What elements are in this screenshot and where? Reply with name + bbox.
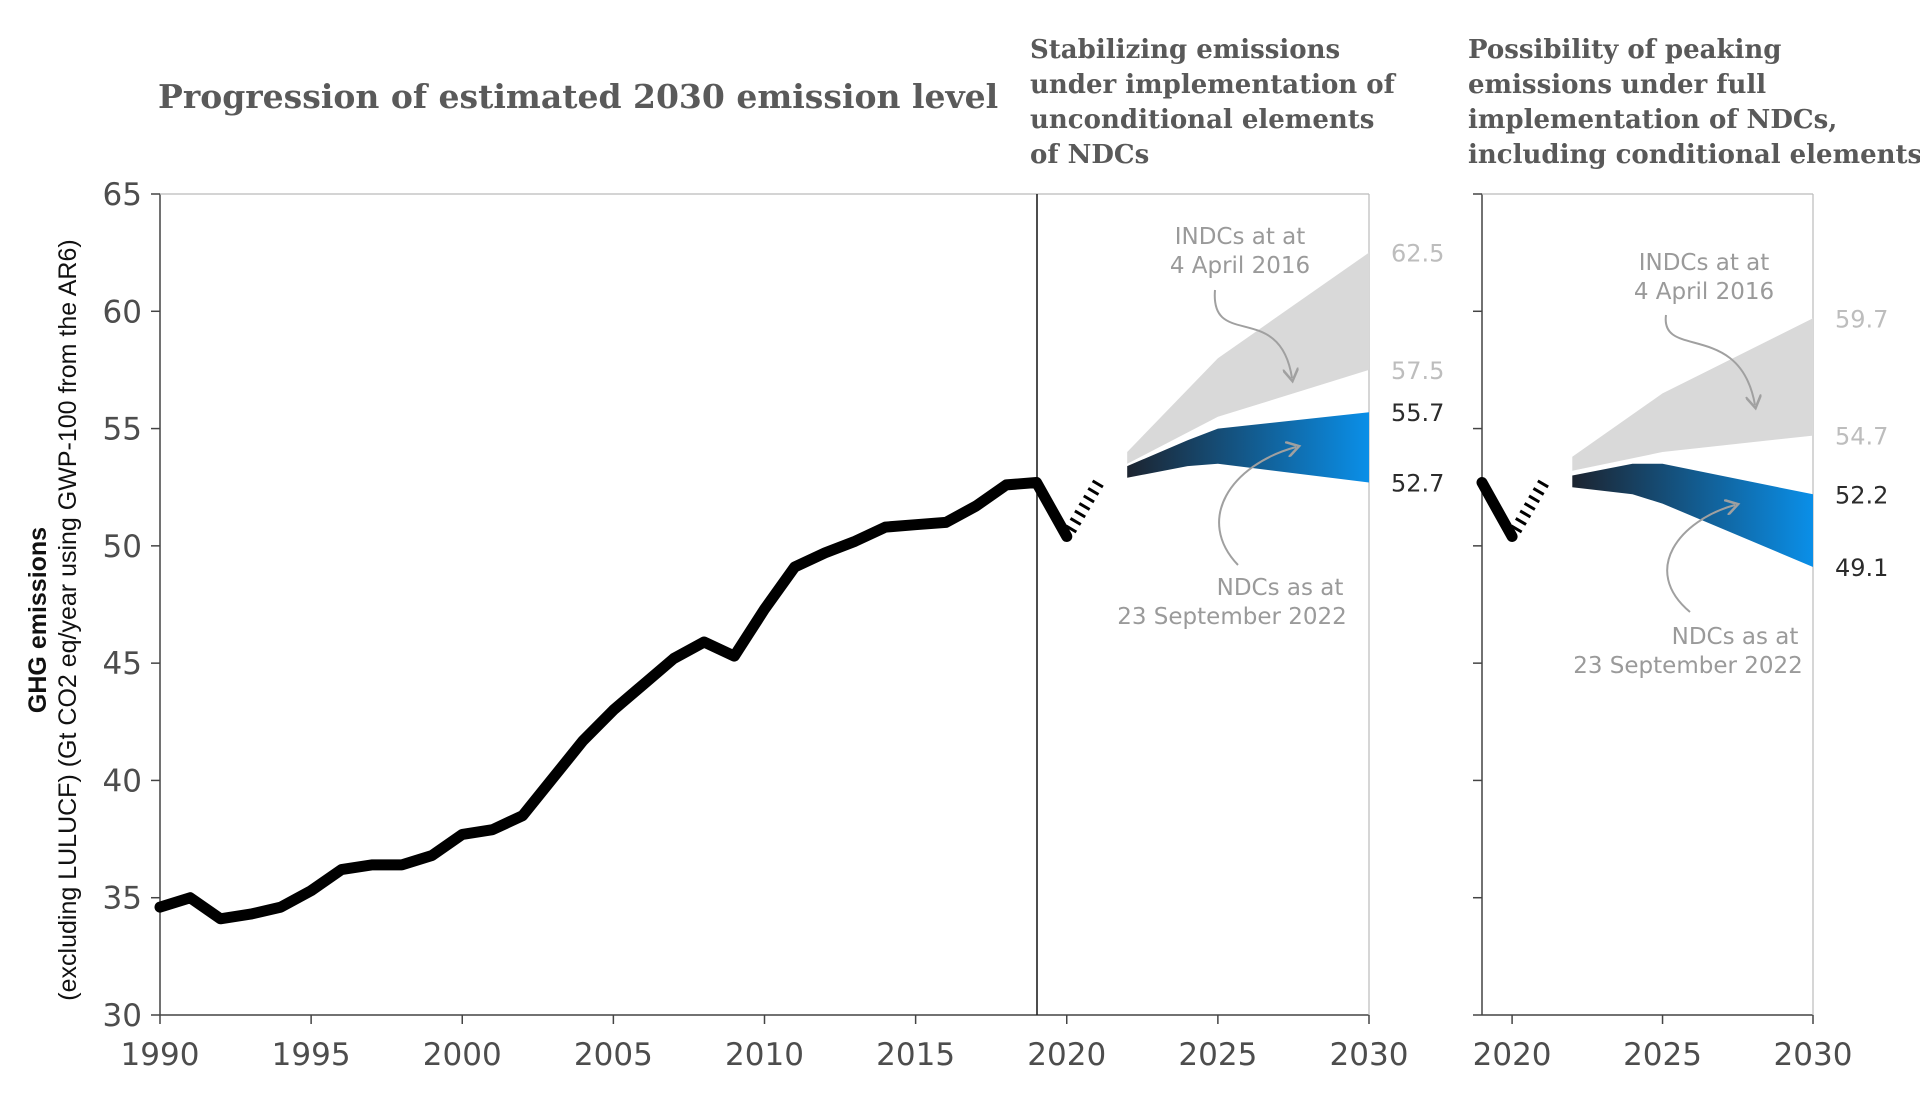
x-tick-label: 2005 [574, 1037, 653, 1073]
transition-hatch-mark [1523, 502, 1536, 511]
x-tick-label: 2030 [1774, 1037, 1853, 1073]
panel-1-history [154, 477, 1104, 925]
ndc-upper-value: 52.2 [1835, 481, 1888, 509]
panel-1-x-ticks: 1990 1995 2000 2005 2010 2015 2020 2025 2030 [121, 1015, 1409, 1073]
panel-title-line: implementation of NDCs, [1468, 105, 1837, 135]
x-tick-label: 1995 [272, 1037, 351, 1073]
ndc-annotation-line: NDCs as at [1672, 624, 1799, 650]
y-tick-label: 65 [103, 177, 142, 213]
y-tick-label: 30 [103, 998, 142, 1034]
indc-upper-value: 59.7 [1835, 305, 1888, 333]
y-tick-label: 45 [103, 646, 142, 682]
historical-emissions-line [154, 477, 1073, 925]
indc-lower-value: 57.5 [1391, 357, 1444, 385]
transition-hatch-mark [1514, 517, 1527, 526]
panel-2-y-ticks [1473, 193, 1814, 1016]
panel-2-title: Possibility of peaking emissions under fu… [1468, 35, 1920, 170]
indc-annotation-line: INDCs at at [1175, 224, 1306, 250]
panel-2-scenario-bands [1572, 318, 1813, 567]
panel-title-line: including conditional elements [1468, 140, 1920, 170]
ndc-lower-value: 49.1 [1835, 554, 1888, 582]
transition-hatch-mark [1091, 479, 1104, 489]
panel-1-title: Stabilizing emissions under implementatio… [1030, 35, 1397, 170]
y-axis-label: GHG emissions (excluding LULUCF) (Gt CO2… [24, 239, 82, 1000]
transition-hatch-mark [1528, 494, 1541, 504]
ndc-annotation-line: NDCs as at [1217, 575, 1344, 601]
transition-hatch-mark [1074, 509, 1086, 519]
transition-hatch-mark [1087, 487, 1100, 496]
indc-annotation-line: 4 April 2016 [1170, 253, 1310, 279]
transition-hatch-mark [1082, 494, 1095, 504]
indc-annotation: INDCs at at 4 April 2016 [1170, 224, 1310, 279]
indc-upper-value: 62.5 [1391, 240, 1444, 268]
x-tick-label: 2025 [1178, 1037, 1257, 1073]
y-tick-label: 40 [103, 763, 142, 799]
transition-hatch-mark [1510, 524, 1523, 534]
panel-2-end-labels: 59.7 54.7 52.2 49.1 [1835, 305, 1888, 582]
ndc-annotation-line: 23 September 2022 [1573, 653, 1803, 679]
panel-title-line: unconditional elements [1030, 105, 1374, 135]
ndc-2022-band [1572, 463, 1813, 567]
ndc-annotation: NDCs as at 23 September 2022 [1117, 575, 1347, 630]
x-tick-label: 2015 [876, 1037, 955, 1073]
indc-2016-band [1127, 252, 1369, 464]
indc-annotation-line: 4 April 2016 [1634, 279, 1774, 305]
panel-stabilizing: Stabilizing emissions under implementatio… [103, 35, 1445, 1073]
ndc-annotation-arrow [1218, 447, 1296, 566]
panel-1-scenario-bands [1127, 252, 1369, 483]
panel-title-line: of NDCs [1030, 140, 1149, 170]
ndc-2022-band [1127, 412, 1369, 483]
y-tick-label: 35 [103, 881, 142, 917]
chart-title: Progression of estimated 2030 emission l… [158, 77, 998, 116]
panel-title-line: Possibility of peaking [1468, 35, 1781, 65]
transition-hatch-mark [1519, 509, 1532, 519]
panel-1-end-labels: 62.5 57.5 55.7 52.7 [1391, 240, 1444, 498]
panel-title-line: Stabilizing emissions [1030, 35, 1340, 65]
historical-emissions-line [1476, 477, 1518, 542]
panel-2-x-ticks: 2020 2025 2030 [1473, 1015, 1853, 1073]
panel-2-annotations: INDCs at at 4 April 2016 NDCs as at 23 Sept… [1573, 250, 1803, 679]
transition-hatch-mark [1532, 487, 1545, 496]
ndc-upper-value: 55.7 [1391, 399, 1444, 427]
indc-annotation-line: INDCs at at [1639, 250, 1770, 276]
panel-title-line: under implementation of [1030, 70, 1397, 100]
x-tick-label: 2020 [1027, 1037, 1106, 1073]
transition-hatch-mark [1065, 524, 1078, 534]
transition-hatch-mark [1069, 517, 1082, 526]
indc-lower-value: 54.7 [1835, 423, 1888, 451]
x-tick-label: 2000 [423, 1037, 502, 1073]
panel-1-y-ticks: 30 35 40 45 50 55 60 65 [103, 177, 1370, 1034]
ndc-annotation: NDCs as at 23 September 2022 [1573, 624, 1803, 679]
ndc-annotation-arrow [1666, 505, 1735, 613]
x-tick-label: 2025 [1623, 1037, 1702, 1073]
x-tick-label: 2010 [725, 1037, 804, 1073]
transition-hatch-mark [1078, 502, 1091, 511]
y-axis-label-units: (excluding LULUCF) (Gt CO2 eq/year using… [54, 239, 82, 1000]
ndc-lower-value: 52.7 [1391, 470, 1444, 498]
y-tick-label: 60 [103, 294, 142, 330]
x-tick-label: 1990 [121, 1037, 200, 1073]
indc-annotation-arrow [1213, 289, 1292, 378]
y-axis-label-bold: GHG emissions [24, 527, 52, 713]
indc-annotation-arrow [1664, 314, 1755, 405]
panel-peaking: Possibility of peaking emissions under fu… [1468, 35, 1920, 1073]
x-tick-label: 2020 [1473, 1037, 1552, 1073]
y-tick-label: 50 [103, 529, 142, 565]
indc-annotation: INDCs at at 4 April 2016 [1634, 250, 1774, 305]
transition-hatch-mark [1537, 479, 1549, 489]
panel-title-line: emissions under full [1468, 70, 1766, 100]
panel-2-history [1476, 477, 1549, 542]
ndc-annotation-line: 23 September 2022 [1117, 604, 1347, 630]
indc-2016-band [1572, 318, 1813, 471]
x-tick-label: 2030 [1330, 1037, 1409, 1073]
y-tick-label: 55 [103, 412, 142, 448]
panel-1-annotations: INDCs at at 4 April 2016 NDCs as at 23 Sept… [1117, 224, 1347, 630]
